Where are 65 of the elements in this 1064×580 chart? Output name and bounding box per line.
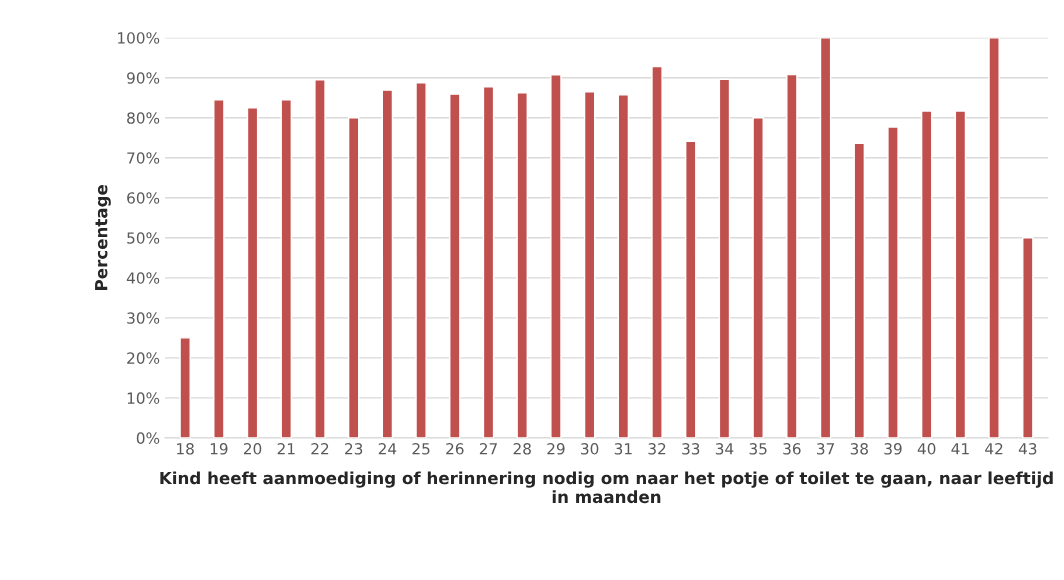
bar — [314, 79, 326, 438]
x-tick-label: 29 — [547, 443, 565, 455]
bar — [246, 107, 259, 438]
x-tick-label: 20 — [243, 443, 262, 455]
x-tick-label: 25 — [412, 443, 430, 455]
x-tick-label: 27 — [479, 443, 497, 455]
x-tick-label: 35 — [749, 443, 767, 455]
x-tick-label: 39 — [884, 443, 902, 455]
x-tick-label: 22 — [311, 443, 329, 455]
bar — [1022, 237, 1034, 438]
bar — [819, 37, 832, 438]
bar — [853, 142, 866, 438]
x-tick-label: 42 — [985, 443, 1003, 455]
y-tick-label: 40% — [126, 272, 160, 284]
bar — [752, 117, 764, 438]
bar — [920, 110, 933, 438]
y-axis-title: Percentage — [95, 184, 111, 290]
x-tick-label: 18 — [177, 443, 194, 455]
y-tick-label: 30% — [127, 312, 160, 324]
x-tick-label: 32 — [648, 443, 666, 455]
y-tick-label: 90% — [127, 72, 160, 84]
x-tick-label: 31 — [614, 443, 632, 455]
bar — [179, 337, 191, 438]
bar — [617, 94, 630, 438]
bar — [347, 117, 360, 438]
bar — [550, 74, 562, 438]
bar — [954, 110, 967, 438]
y-tick-label: 70% — [127, 152, 160, 164]
x-tick-label: 24 — [378, 443, 397, 455]
x-tick-label: 40 — [917, 443, 936, 455]
bar — [718, 78, 731, 438]
bar — [213, 99, 225, 438]
bar — [482, 86, 495, 438]
x-tick-label: 38 — [850, 443, 868, 455]
bar — [684, 140, 697, 438]
y-tick-label: 60% — [127, 192, 160, 204]
bar — [516, 92, 528, 438]
bar — [988, 37, 1000, 438]
x-tick-label: 30 — [581, 443, 599, 455]
y-tick-label: 20% — [127, 352, 160, 364]
bar — [280, 99, 293, 438]
x-tick-label: 34 — [715, 443, 734, 455]
x-tick-label: 36 — [783, 443, 801, 455]
x-tick-label: 26 — [446, 443, 464, 455]
x-axis-title: Kind heeft aanmoediging of herinnering nodig om naar het potje of toilet te gaan, naar leeftijd in maanden — [160, 471, 1053, 504]
bar — [786, 73, 798, 438]
bar — [887, 126, 899, 438]
bar — [583, 91, 596, 438]
x-tick-label: 21 — [277, 443, 295, 455]
x-tick-label: 43 — [1018, 443, 1037, 455]
bar — [651, 65, 663, 438]
x-tick-label: 28 — [513, 443, 531, 455]
y-tick-label: 50% — [127, 232, 160, 244]
x-tick-label: 23 — [345, 443, 363, 455]
y-tick-label: 10% — [127, 392, 160, 404]
bar — [381, 89, 394, 438]
x-tick-label: 33 — [682, 443, 700, 455]
y-tick-label: 100% — [118, 32, 160, 44]
x-tick-label: 41 — [951, 443, 969, 455]
x-tick-label: 19 — [210, 443, 228, 455]
bar — [449, 93, 461, 438]
y-tick-label: 80% — [127, 112, 160, 124]
bar — [415, 82, 427, 438]
y-tick-label: 0% — [136, 432, 160, 444]
x-tick-label: 37 — [817, 443, 834, 455]
